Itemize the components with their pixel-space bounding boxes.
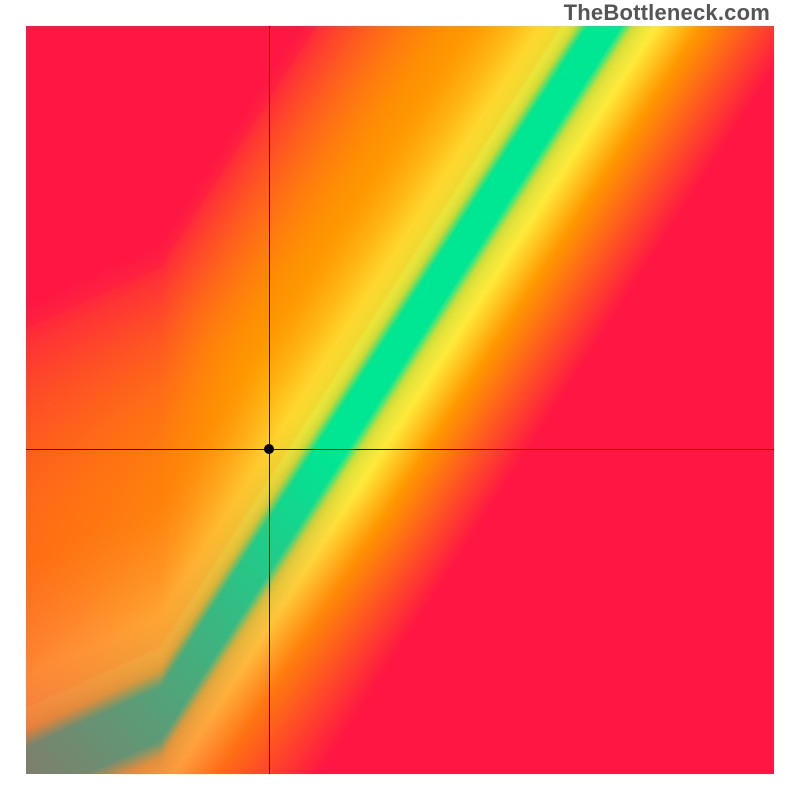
chart-frame bbox=[26, 26, 774, 774]
crosshair-horizontal bbox=[26, 449, 774, 450]
heatmap-canvas bbox=[26, 26, 774, 774]
crosshair-vertical bbox=[269, 26, 270, 774]
watermark-text: TheBottleneck.com bbox=[564, 0, 770, 26]
marker-dot bbox=[264, 444, 274, 454]
